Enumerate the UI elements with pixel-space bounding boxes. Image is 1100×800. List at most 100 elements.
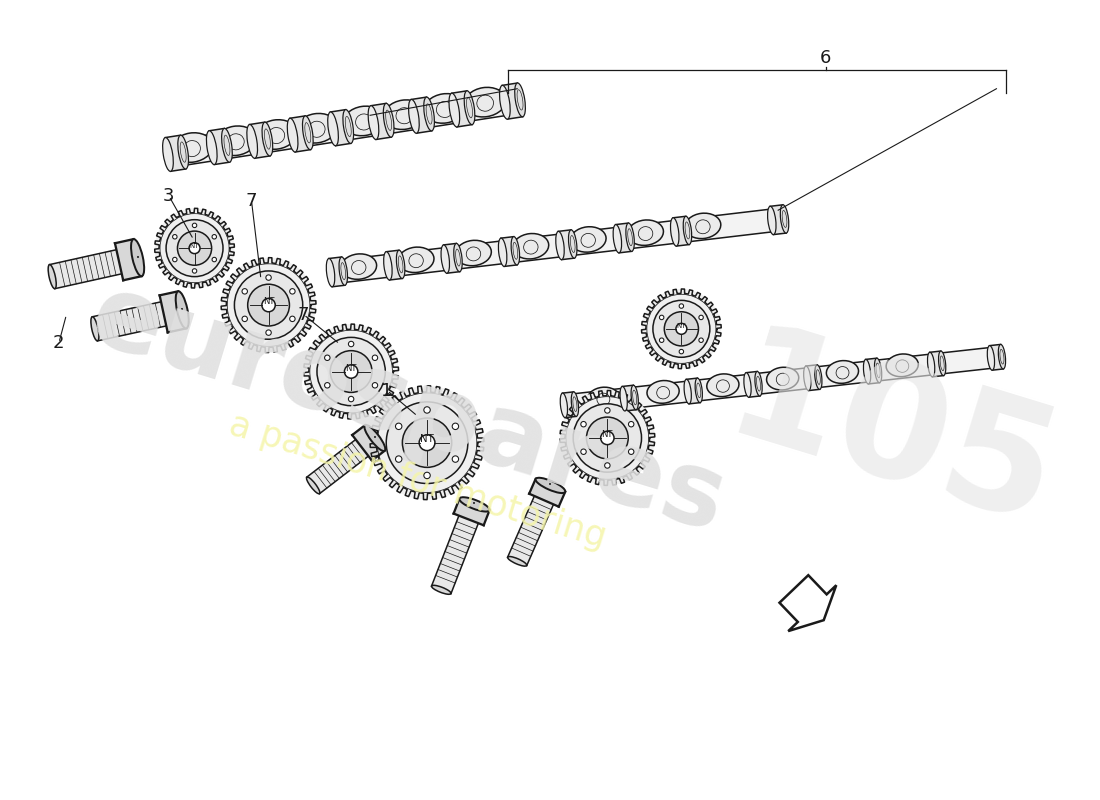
Text: 7: 7: [298, 306, 309, 323]
Circle shape: [262, 298, 275, 312]
Polygon shape: [209, 129, 230, 165]
Circle shape: [698, 338, 703, 342]
Circle shape: [675, 323, 686, 334]
Ellipse shape: [262, 122, 273, 156]
Circle shape: [424, 472, 430, 478]
Ellipse shape: [454, 243, 462, 272]
Circle shape: [698, 315, 703, 320]
Circle shape: [560, 390, 654, 486]
Ellipse shape: [383, 103, 394, 137]
Ellipse shape: [207, 130, 217, 165]
Circle shape: [396, 456, 402, 462]
Circle shape: [605, 462, 610, 468]
Ellipse shape: [384, 252, 392, 280]
Polygon shape: [336, 208, 780, 283]
Ellipse shape: [999, 345, 1005, 369]
Circle shape: [605, 408, 610, 413]
Polygon shape: [930, 351, 944, 377]
Ellipse shape: [48, 265, 56, 289]
Circle shape: [349, 396, 354, 402]
Polygon shape: [174, 88, 515, 166]
Ellipse shape: [424, 94, 465, 123]
Circle shape: [372, 355, 377, 361]
Ellipse shape: [214, 126, 256, 155]
Circle shape: [403, 418, 452, 467]
Circle shape: [317, 338, 385, 406]
Ellipse shape: [707, 374, 739, 397]
Ellipse shape: [172, 133, 212, 162]
Circle shape: [155, 208, 234, 288]
Ellipse shape: [815, 365, 822, 390]
Circle shape: [304, 324, 398, 419]
Ellipse shape: [221, 129, 232, 162]
Text: •: •: [135, 254, 140, 261]
Ellipse shape: [384, 100, 425, 130]
Ellipse shape: [826, 361, 858, 383]
Circle shape: [177, 231, 211, 266]
Polygon shape: [616, 223, 631, 253]
Ellipse shape: [804, 366, 811, 390]
Ellipse shape: [172, 140, 180, 166]
Ellipse shape: [333, 261, 341, 283]
Circle shape: [173, 234, 177, 239]
Polygon shape: [330, 110, 351, 146]
Ellipse shape: [938, 351, 946, 375]
Ellipse shape: [339, 257, 348, 286]
Ellipse shape: [864, 359, 871, 384]
Circle shape: [586, 417, 628, 459]
Text: 105: 105: [710, 315, 1074, 561]
Text: 6: 6: [820, 50, 832, 67]
Polygon shape: [307, 439, 368, 494]
Polygon shape: [507, 496, 553, 566]
Text: •: •: [549, 482, 552, 489]
Circle shape: [370, 386, 484, 500]
Ellipse shape: [874, 358, 882, 382]
Text: NT: NT: [420, 434, 433, 444]
Ellipse shape: [364, 425, 385, 451]
Ellipse shape: [513, 234, 549, 259]
Ellipse shape: [556, 231, 564, 260]
Ellipse shape: [431, 586, 451, 594]
Circle shape: [289, 289, 295, 294]
Ellipse shape: [396, 250, 405, 278]
Ellipse shape: [571, 392, 579, 416]
Ellipse shape: [587, 387, 619, 410]
Ellipse shape: [424, 97, 434, 131]
Ellipse shape: [131, 239, 144, 276]
Ellipse shape: [455, 240, 492, 266]
Circle shape: [344, 365, 358, 378]
Circle shape: [173, 258, 177, 262]
Ellipse shape: [343, 110, 353, 143]
Ellipse shape: [684, 379, 692, 404]
Ellipse shape: [341, 254, 376, 279]
Text: •: •: [473, 502, 476, 507]
Polygon shape: [746, 371, 760, 398]
Ellipse shape: [343, 106, 385, 136]
Text: NT: NT: [676, 323, 686, 330]
Polygon shape: [92, 302, 166, 341]
Ellipse shape: [768, 206, 776, 234]
Text: 2: 2: [53, 334, 65, 352]
Polygon shape: [386, 250, 403, 280]
Circle shape: [212, 258, 217, 262]
Polygon shape: [623, 386, 636, 411]
Circle shape: [192, 269, 197, 273]
Ellipse shape: [695, 378, 703, 402]
Ellipse shape: [774, 208, 782, 231]
Ellipse shape: [307, 477, 320, 494]
Ellipse shape: [767, 367, 799, 390]
Ellipse shape: [631, 386, 638, 410]
Polygon shape: [770, 205, 786, 234]
Polygon shape: [452, 91, 472, 127]
Circle shape: [212, 234, 217, 239]
Ellipse shape: [755, 371, 762, 396]
Polygon shape: [160, 291, 186, 333]
Ellipse shape: [449, 93, 460, 127]
Circle shape: [679, 350, 683, 354]
Circle shape: [581, 422, 586, 427]
Ellipse shape: [569, 230, 576, 258]
Ellipse shape: [988, 346, 994, 370]
Ellipse shape: [287, 118, 298, 152]
Circle shape: [679, 304, 683, 308]
Circle shape: [242, 316, 248, 322]
